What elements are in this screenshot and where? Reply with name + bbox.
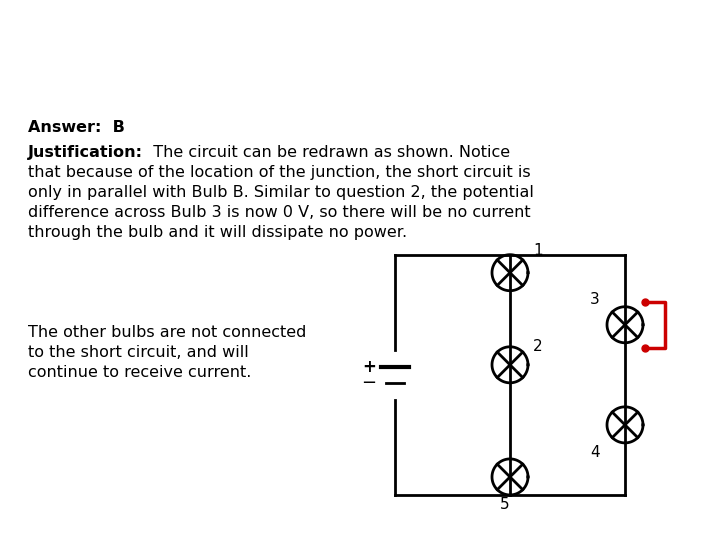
Text: 1: 1	[534, 243, 543, 258]
Text: 4: 4	[590, 446, 600, 461]
Text: through the bulb and it will dissipate no power.: through the bulb and it will dissipate n…	[28, 225, 407, 240]
Text: continue to receive current.: continue to receive current.	[28, 365, 251, 380]
Text: 2: 2	[534, 339, 543, 354]
Text: that because of the location of the junction, the short circuit is: that because of the location of the junc…	[28, 165, 531, 180]
Text: difference across Bulb 3 is now 0 V, so there will be no current: difference across Bulb 3 is now 0 V, so …	[28, 205, 531, 220]
Text: Solution: Solution	[126, 38, 243, 62]
Text: The other bulbs are not connected: The other bulbs are not connected	[28, 325, 307, 340]
Text: The circuit can be redrawn as shown. Notice: The circuit can be redrawn as shown. Not…	[143, 145, 510, 159]
Text: 3: 3	[590, 292, 600, 307]
Text: Justification:: Justification:	[28, 145, 143, 159]
Text: Answer:  B: Answer: B	[28, 119, 125, 134]
Text: 5: 5	[500, 497, 510, 512]
Text: −: −	[361, 374, 377, 392]
Text: to the short circuit, and will: to the short circuit, and will	[28, 345, 248, 360]
Text: only in parallel with Bulb B. Similar to question 2, the potential: only in parallel with Bulb B. Similar to…	[28, 185, 534, 200]
Text: +: +	[362, 358, 376, 376]
